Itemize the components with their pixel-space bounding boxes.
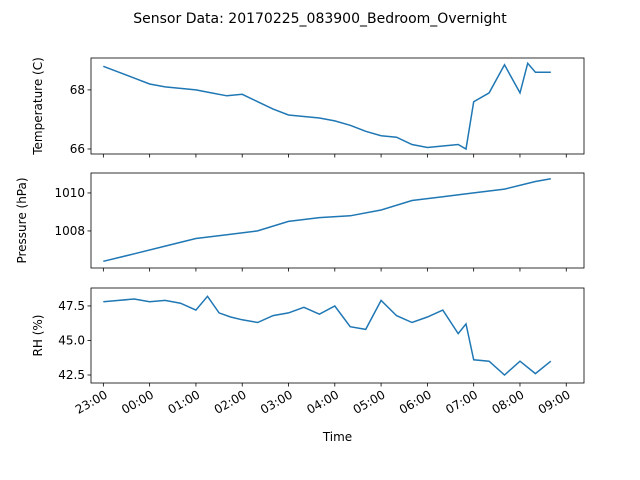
x-tick-label: 07:00 [443, 387, 480, 416]
plot-frame [90, 57, 585, 155]
y-tick-label: 42.5 [58, 368, 85, 382]
y-axis-label: Pressure (hPa) [15, 177, 29, 263]
x-tick-label: 23:00 [73, 387, 110, 416]
x-tick-label: 01:00 [165, 387, 202, 416]
y-tick-label: 1010 [54, 186, 85, 200]
y-tick-label: 45.0 [58, 333, 85, 347]
x-axis-label: Time [322, 430, 352, 444]
y-axis-label: Temperature (C) [31, 57, 45, 156]
x-tick-label: 03:00 [258, 387, 295, 416]
y-axis-label: RH (%) [31, 315, 45, 357]
x-tick-label: 04:00 [304, 387, 341, 416]
x-tick-label: 09:00 [536, 387, 573, 416]
plot-frame [90, 287, 585, 384]
x-tick-label: 02:00 [212, 387, 249, 416]
y-tick-label: 1008 [54, 224, 85, 238]
y-tick-label: 66 [70, 142, 85, 156]
x-tick-label: 06:00 [397, 387, 434, 416]
y-tick-label: 68 [70, 83, 85, 97]
chart-title: Sensor Data: 20170225_083900_Bedroom_Ove… [133, 11, 507, 27]
plot-frame [90, 172, 585, 269]
line [103, 61, 551, 151]
x-tick-label: 05:00 [351, 387, 388, 416]
y-tick-label: 47.5 [58, 299, 85, 313]
line [103, 295, 552, 377]
line [103, 177, 551, 263]
x-tick-label: 08:00 [490, 387, 527, 416]
x-tick-label: 00:00 [119, 387, 156, 416]
